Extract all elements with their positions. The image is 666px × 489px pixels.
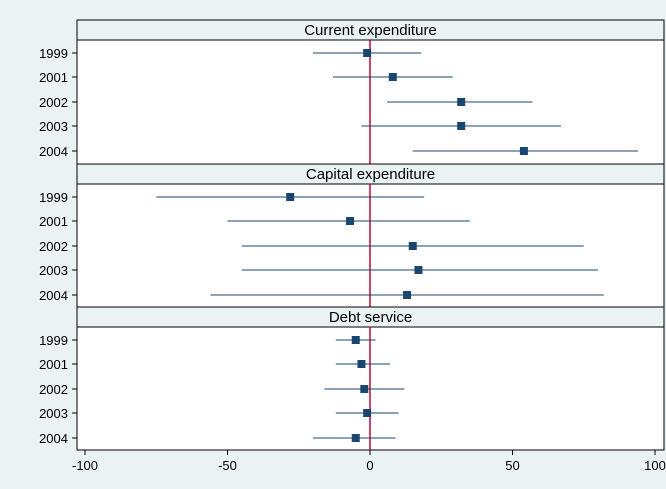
x-axis-tick-label: -100	[72, 458, 98, 473]
point-estimate-marker	[351, 434, 360, 442]
x-axis-tick-label: 50	[505, 458, 519, 473]
category-label: 2002	[39, 239, 68, 254]
panel-1: Current expenditure 1999 2001 2002 2003 2004	[39, 19, 665, 165]
category-label: 2001	[39, 214, 68, 229]
point-estimate-marker	[357, 360, 366, 368]
point-estimate-marker	[457, 122, 466, 130]
category-label: 2001	[39, 357, 68, 372]
point-estimate-marker	[519, 147, 528, 155]
point-estimate-marker	[363, 49, 372, 57]
point-estimate-marker	[403, 291, 412, 299]
x-axis-tick-label: 100	[644, 458, 666, 473]
category-label: 2002	[39, 95, 68, 110]
category-label: 2003	[39, 263, 68, 278]
point-estimate-marker	[360, 385, 369, 393]
point-estimate-marker	[346, 217, 355, 225]
category-label: 2004	[39, 431, 68, 446]
x-axis-tick-label: -50	[218, 458, 237, 473]
category-label: 2003	[39, 119, 68, 134]
panel-3: Debt service 1999 2001 2002 2003 2004	[39, 306, 665, 451]
panel-title: Capital expenditure	[306, 166, 435, 183]
point-estimate-marker	[408, 242, 417, 250]
category-label: 1999	[39, 46, 68, 61]
category-label: 2002	[39, 382, 68, 397]
category-label: 2001	[39, 70, 68, 85]
point-estimate-marker	[351, 336, 360, 344]
point-estimate-marker	[363, 409, 372, 417]
point-estimate-marker	[286, 193, 295, 201]
category-label: 1999	[39, 333, 68, 348]
category-label: 2003	[39, 406, 68, 421]
point-estimate-marker	[457, 98, 466, 106]
panel-title: Debt service	[329, 309, 412, 326]
point-estimate-marker	[414, 266, 423, 274]
category-label: 2004	[39, 288, 68, 303]
panel-title: Current expenditure	[304, 22, 437, 39]
category-label: 1999	[39, 190, 68, 205]
category-label: 2004	[39, 144, 68, 159]
x-axis-tick-label: 0	[366, 458, 373, 473]
panel-2: Capital expenditure 1999 2001 2002 2003 2004	[39, 163, 665, 308]
point-estimate-marker	[388, 73, 397, 81]
